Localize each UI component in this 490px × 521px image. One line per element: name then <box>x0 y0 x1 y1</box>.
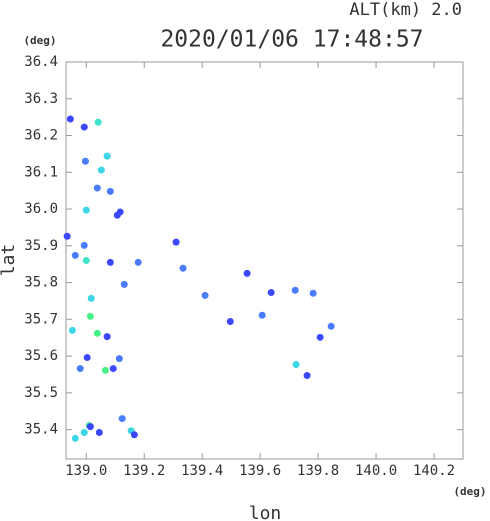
echo-point <box>103 152 111 160</box>
echo-point <box>316 333 324 341</box>
echo-point <box>83 354 91 362</box>
echo-point <box>93 184 101 192</box>
echo-point <box>76 365 84 373</box>
y-tick-label: 35.9 <box>24 238 58 254</box>
x-tick-label: 139.6 <box>239 463 281 479</box>
echo-point <box>103 333 111 341</box>
y-tick-label: 35.8 <box>24 275 58 291</box>
echo-point <box>80 241 88 249</box>
echo-point <box>201 291 209 299</box>
echo-point <box>101 366 109 374</box>
echo-point <box>87 294 95 302</box>
echo-point <box>71 434 79 442</box>
echo-point <box>86 423 94 431</box>
plot-frame <box>65 61 464 460</box>
echo-point <box>95 429 103 437</box>
echo-point <box>80 429 88 437</box>
x-axis-label: lon <box>249 503 282 521</box>
y-tick-label: 35.4 <box>24 422 58 438</box>
chart-title: 2020/01/06 17:48:57 <box>160 27 423 53</box>
y-tick-label: 36.2 <box>24 128 58 144</box>
echo-point <box>80 123 88 131</box>
y-tick-label: 35.5 <box>24 385 58 401</box>
y-unit: (deg) <box>23 34 56 47</box>
echo-point <box>118 415 126 423</box>
echo-point <box>66 115 74 123</box>
echo-point <box>97 166 105 174</box>
echo-point <box>109 365 117 373</box>
echo-point <box>267 288 275 296</box>
y-tick-label: 35.6 <box>24 348 58 364</box>
x-tick-label: 139.2 <box>123 463 165 479</box>
echo-point <box>303 372 311 380</box>
echo-point <box>63 232 71 240</box>
x-tick-label: 139.4 <box>181 463 223 479</box>
x-tick-label: 140.2 <box>413 463 455 479</box>
echo-point <box>106 258 114 266</box>
echo-point <box>327 322 335 330</box>
echo-point <box>115 355 123 363</box>
y-tick-label: 36.3 <box>24 91 58 107</box>
echo-point <box>81 157 89 165</box>
echo-point <box>226 318 234 326</box>
y-tick-label: 35.7 <box>24 311 58 327</box>
echo-point <box>93 329 101 337</box>
echo-point <box>172 238 180 246</box>
echo-point <box>86 312 94 320</box>
y-tick-label: 36.0 <box>24 201 58 217</box>
x-tick-label: 140.0 <box>355 463 397 479</box>
echo-point <box>309 289 317 297</box>
echo-point <box>106 187 114 195</box>
echo-point <box>82 206 90 214</box>
echo-point <box>179 264 187 272</box>
x-unit: (deg) <box>453 485 486 498</box>
echo-point <box>71 251 79 259</box>
echo-point <box>94 118 102 126</box>
y-tick-label: 36.4 <box>24 54 58 70</box>
echo-point <box>243 269 251 277</box>
echo-point <box>120 280 128 288</box>
x-tick-label: 139.0 <box>65 463 107 479</box>
echo-point <box>291 286 299 294</box>
x-tick-label: 139.8 <box>297 463 339 479</box>
echo-point <box>134 258 142 266</box>
y-axis-label: lat <box>0 244 19 277</box>
echo-point <box>82 257 90 264</box>
echo-point <box>68 326 76 334</box>
echo-point <box>116 208 124 216</box>
echo-point <box>130 431 138 439</box>
echo-point <box>258 311 266 319</box>
y-tick-label: 36.1 <box>24 164 58 180</box>
echo-point <box>292 361 300 369</box>
altitude: ALT(km) 2.0 <box>349 0 462 20</box>
